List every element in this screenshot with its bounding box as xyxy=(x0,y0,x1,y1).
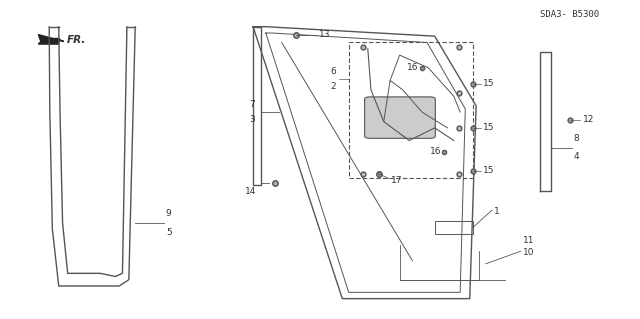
FancyBboxPatch shape xyxy=(365,97,435,138)
Text: 16: 16 xyxy=(429,147,441,156)
Text: 16: 16 xyxy=(407,63,419,72)
Polygon shape xyxy=(41,38,59,41)
Text: 13: 13 xyxy=(319,30,330,39)
Text: 4: 4 xyxy=(573,152,579,161)
Text: 7: 7 xyxy=(249,100,255,109)
Text: 11: 11 xyxy=(523,236,534,245)
Polygon shape xyxy=(38,34,64,44)
Text: FR.: FR. xyxy=(67,35,86,45)
Text: SDA3- B5300: SDA3- B5300 xyxy=(540,10,599,19)
Text: 5: 5 xyxy=(166,228,172,237)
Bar xyxy=(435,221,473,234)
Text: 6: 6 xyxy=(330,67,336,76)
Text: 14: 14 xyxy=(245,187,256,196)
Text: 2: 2 xyxy=(330,82,336,91)
Text: 17: 17 xyxy=(392,175,403,185)
Text: 10: 10 xyxy=(523,248,534,257)
Text: 15: 15 xyxy=(483,123,494,132)
Text: 3: 3 xyxy=(249,115,255,124)
Text: 12: 12 xyxy=(582,115,594,124)
Text: 9: 9 xyxy=(166,209,172,218)
Text: 15: 15 xyxy=(483,166,494,175)
Text: 1: 1 xyxy=(494,207,500,216)
Text: 15: 15 xyxy=(483,79,494,88)
Text: 8: 8 xyxy=(573,134,579,144)
